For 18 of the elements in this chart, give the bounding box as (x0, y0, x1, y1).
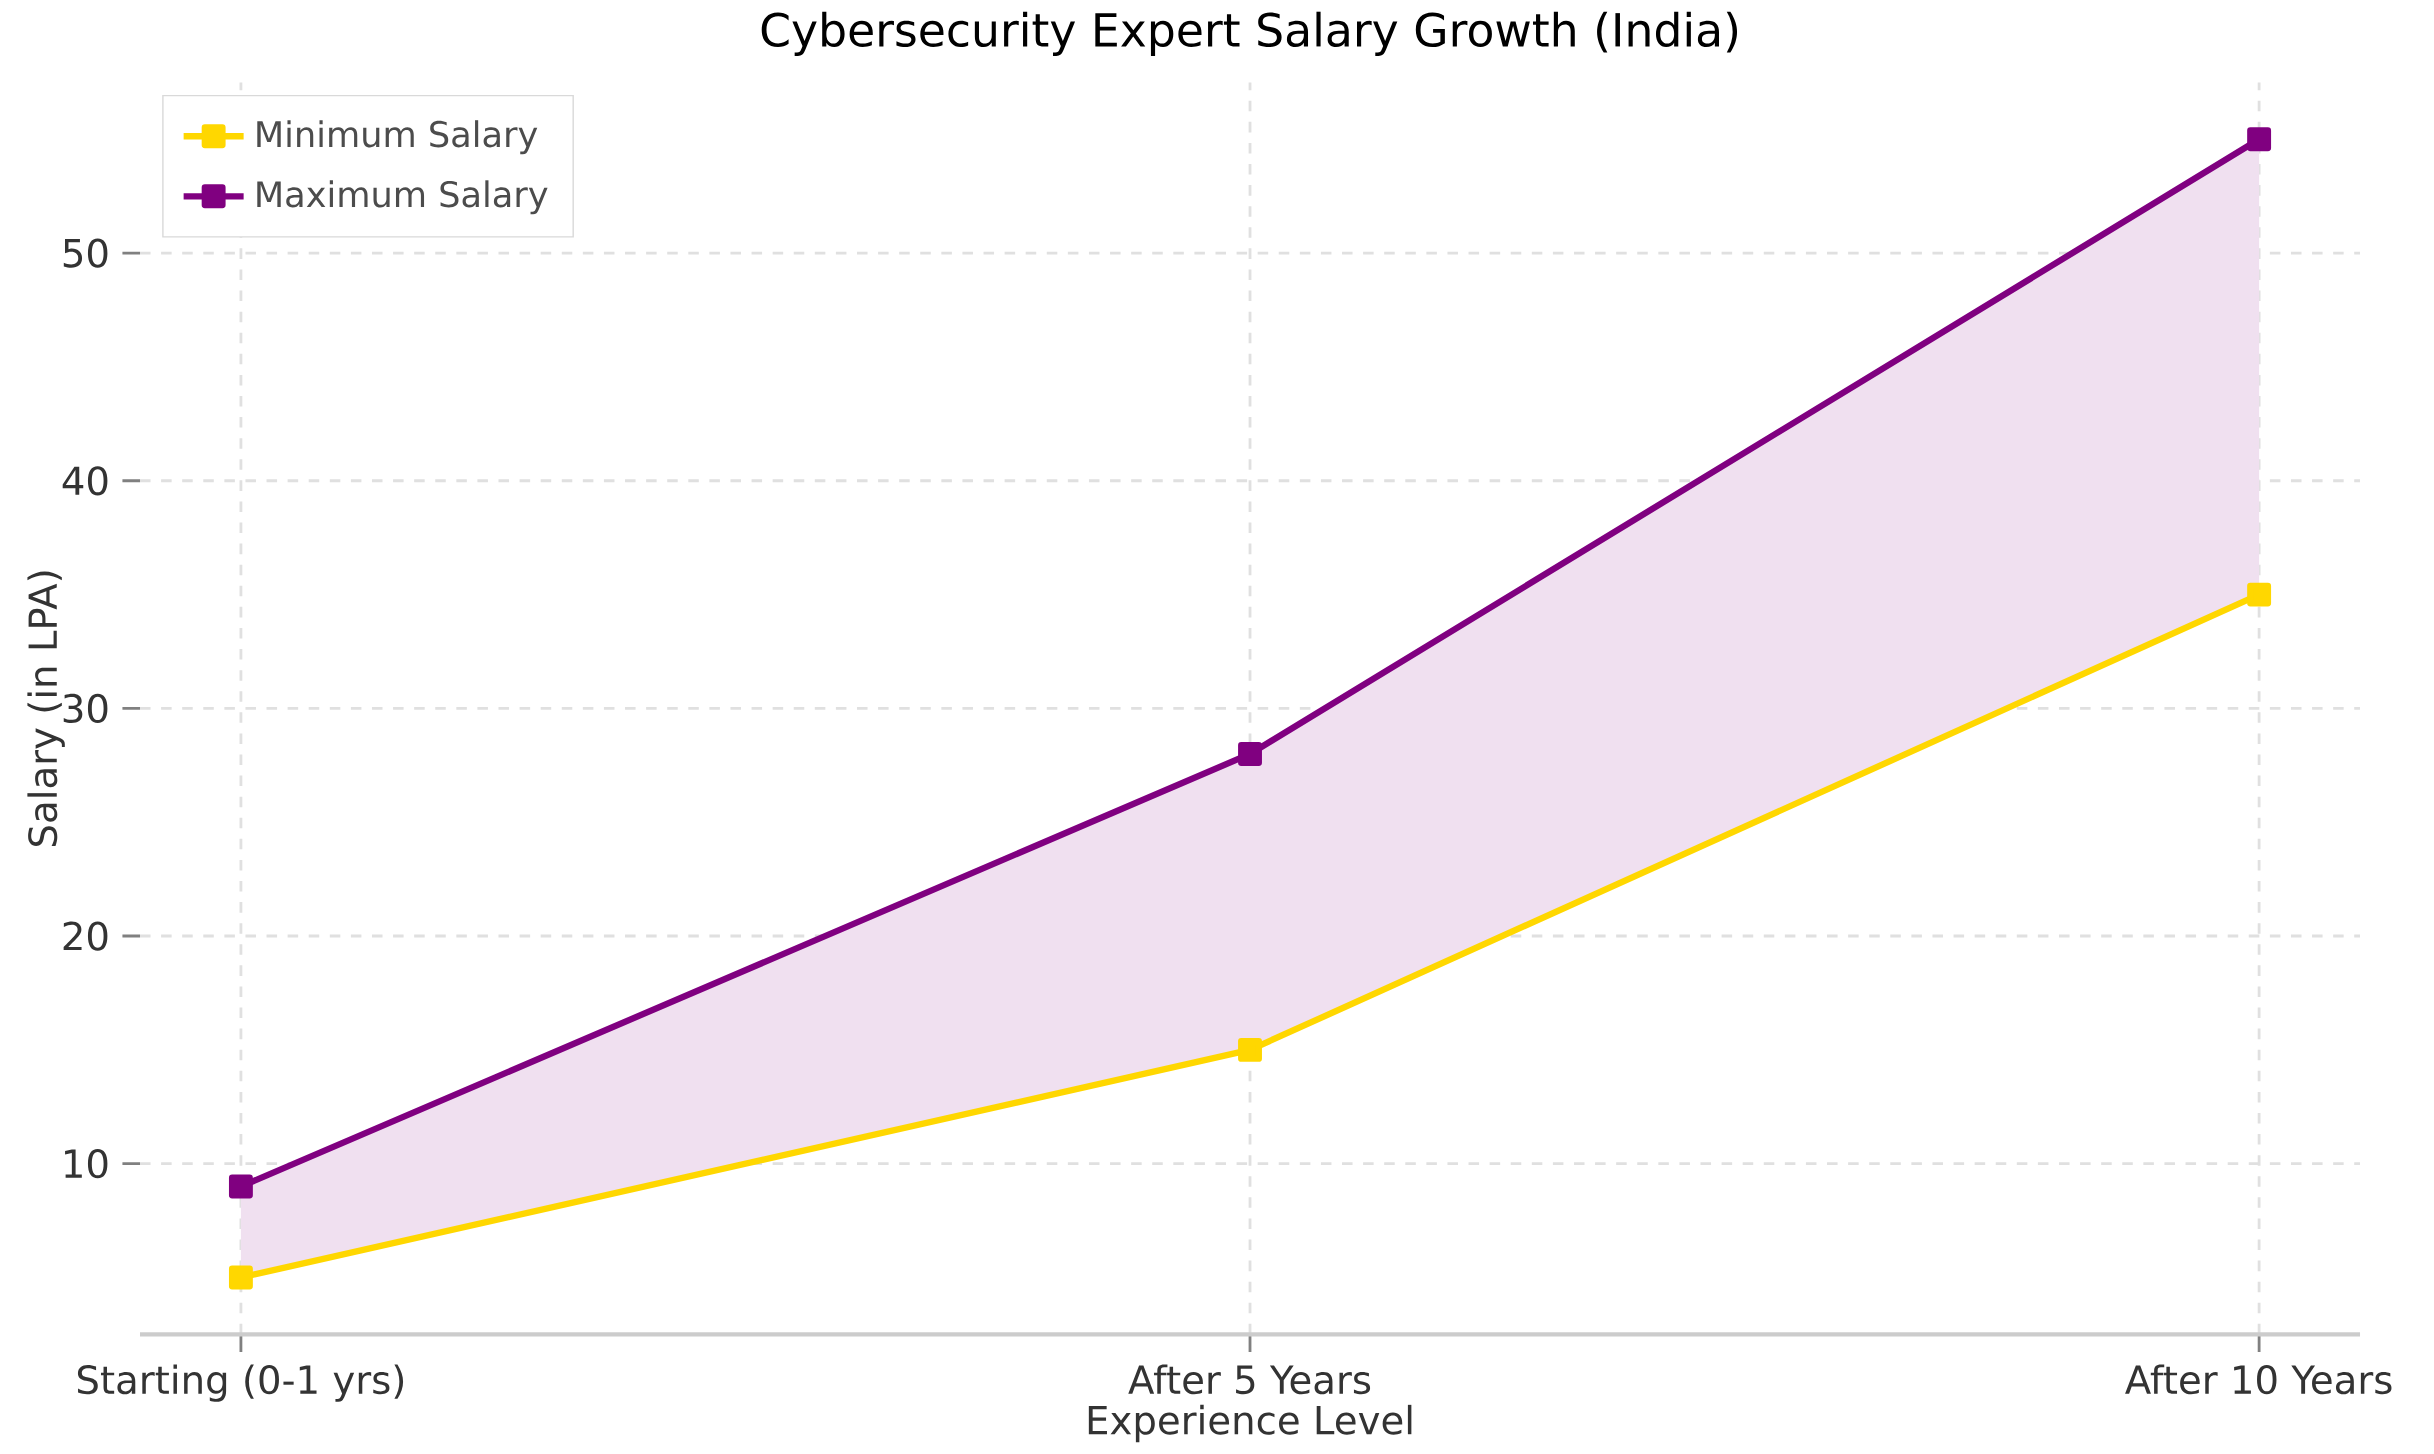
y-tick-label: 20 (63, 921, 108, 951)
x-tick-label: After 5 Years (1128, 1364, 1371, 1395)
x-tick-label: Starting (0-1 yrs) (77, 1364, 404, 1402)
legend-label: Maximum Salary (257, 180, 548, 215)
x-tick-label: After 10 Years (2125, 1364, 2392, 1395)
point (1238, 1037, 1262, 1062)
point (2247, 582, 2272, 607)
legend-label: Minimum Salary (257, 120, 538, 155)
y-tick-label: 10 (65, 1149, 108, 1179)
point (228, 1174, 253, 1199)
chart-title: Cybersecurity Expert Salary Growth (India) (761, 11, 1738, 56)
y-tick-label: 30 (63, 693, 108, 724)
y-tick-label: 50 (63, 238, 108, 268)
y-tick-label: 40 (62, 466, 108, 496)
point (2247, 127, 2272, 152)
point (228, 1265, 253, 1290)
point (1238, 741, 1262, 766)
x-axis-title: Experience Level (1088, 1404, 1412, 1443)
